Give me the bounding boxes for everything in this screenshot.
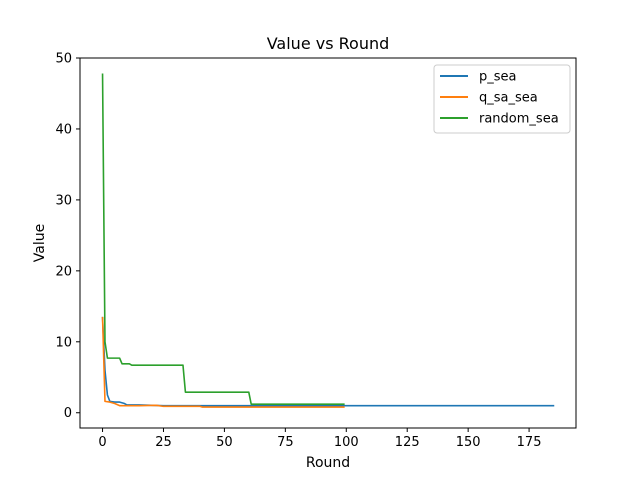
series-line-q_sa_sea [101,316,345,408]
x-tick-label: 175 [517,435,542,450]
y-tick-label: 40 [55,122,72,137]
y-tick-label: 20 [55,264,72,279]
legend-box [433,64,571,134]
legend: p_sea q_sa_sea random_sea [433,64,571,134]
x-axis: 0 25 50 75 100 125 150 175 [98,428,541,450]
legend-label-random_sea: random_sea [479,112,559,127]
x-tick-label: 0 [98,435,106,450]
x-tick-label: 75 [277,435,294,450]
y-tick-label: 50 [55,52,72,67]
x-tick-label: 150 [456,435,481,450]
x-tick-label: 25 [155,435,172,450]
legend-label-p_sea: p_sea [479,70,517,85]
x-tick-label: 100 [334,435,359,450]
y-axis-label: Value [32,224,48,262]
x-tick-label: 50 [216,435,233,450]
legend-label-q_sa_sea: q_sa_sea [479,91,538,106]
series-line-random_sea [101,73,345,406]
y-tick-label: 10 [55,335,72,350]
x-tick-label: 125 [395,435,420,450]
x-axis-label: Round [306,455,350,471]
chart-title: Value vs Round [267,34,390,53]
y-axis: 0 10 20 30 40 50 [55,52,80,421]
y-tick-label: 30 [55,193,72,208]
plot-area-frame [79,57,577,429]
y-tick-label: 0 [64,406,72,421]
series-layer [101,73,555,408]
